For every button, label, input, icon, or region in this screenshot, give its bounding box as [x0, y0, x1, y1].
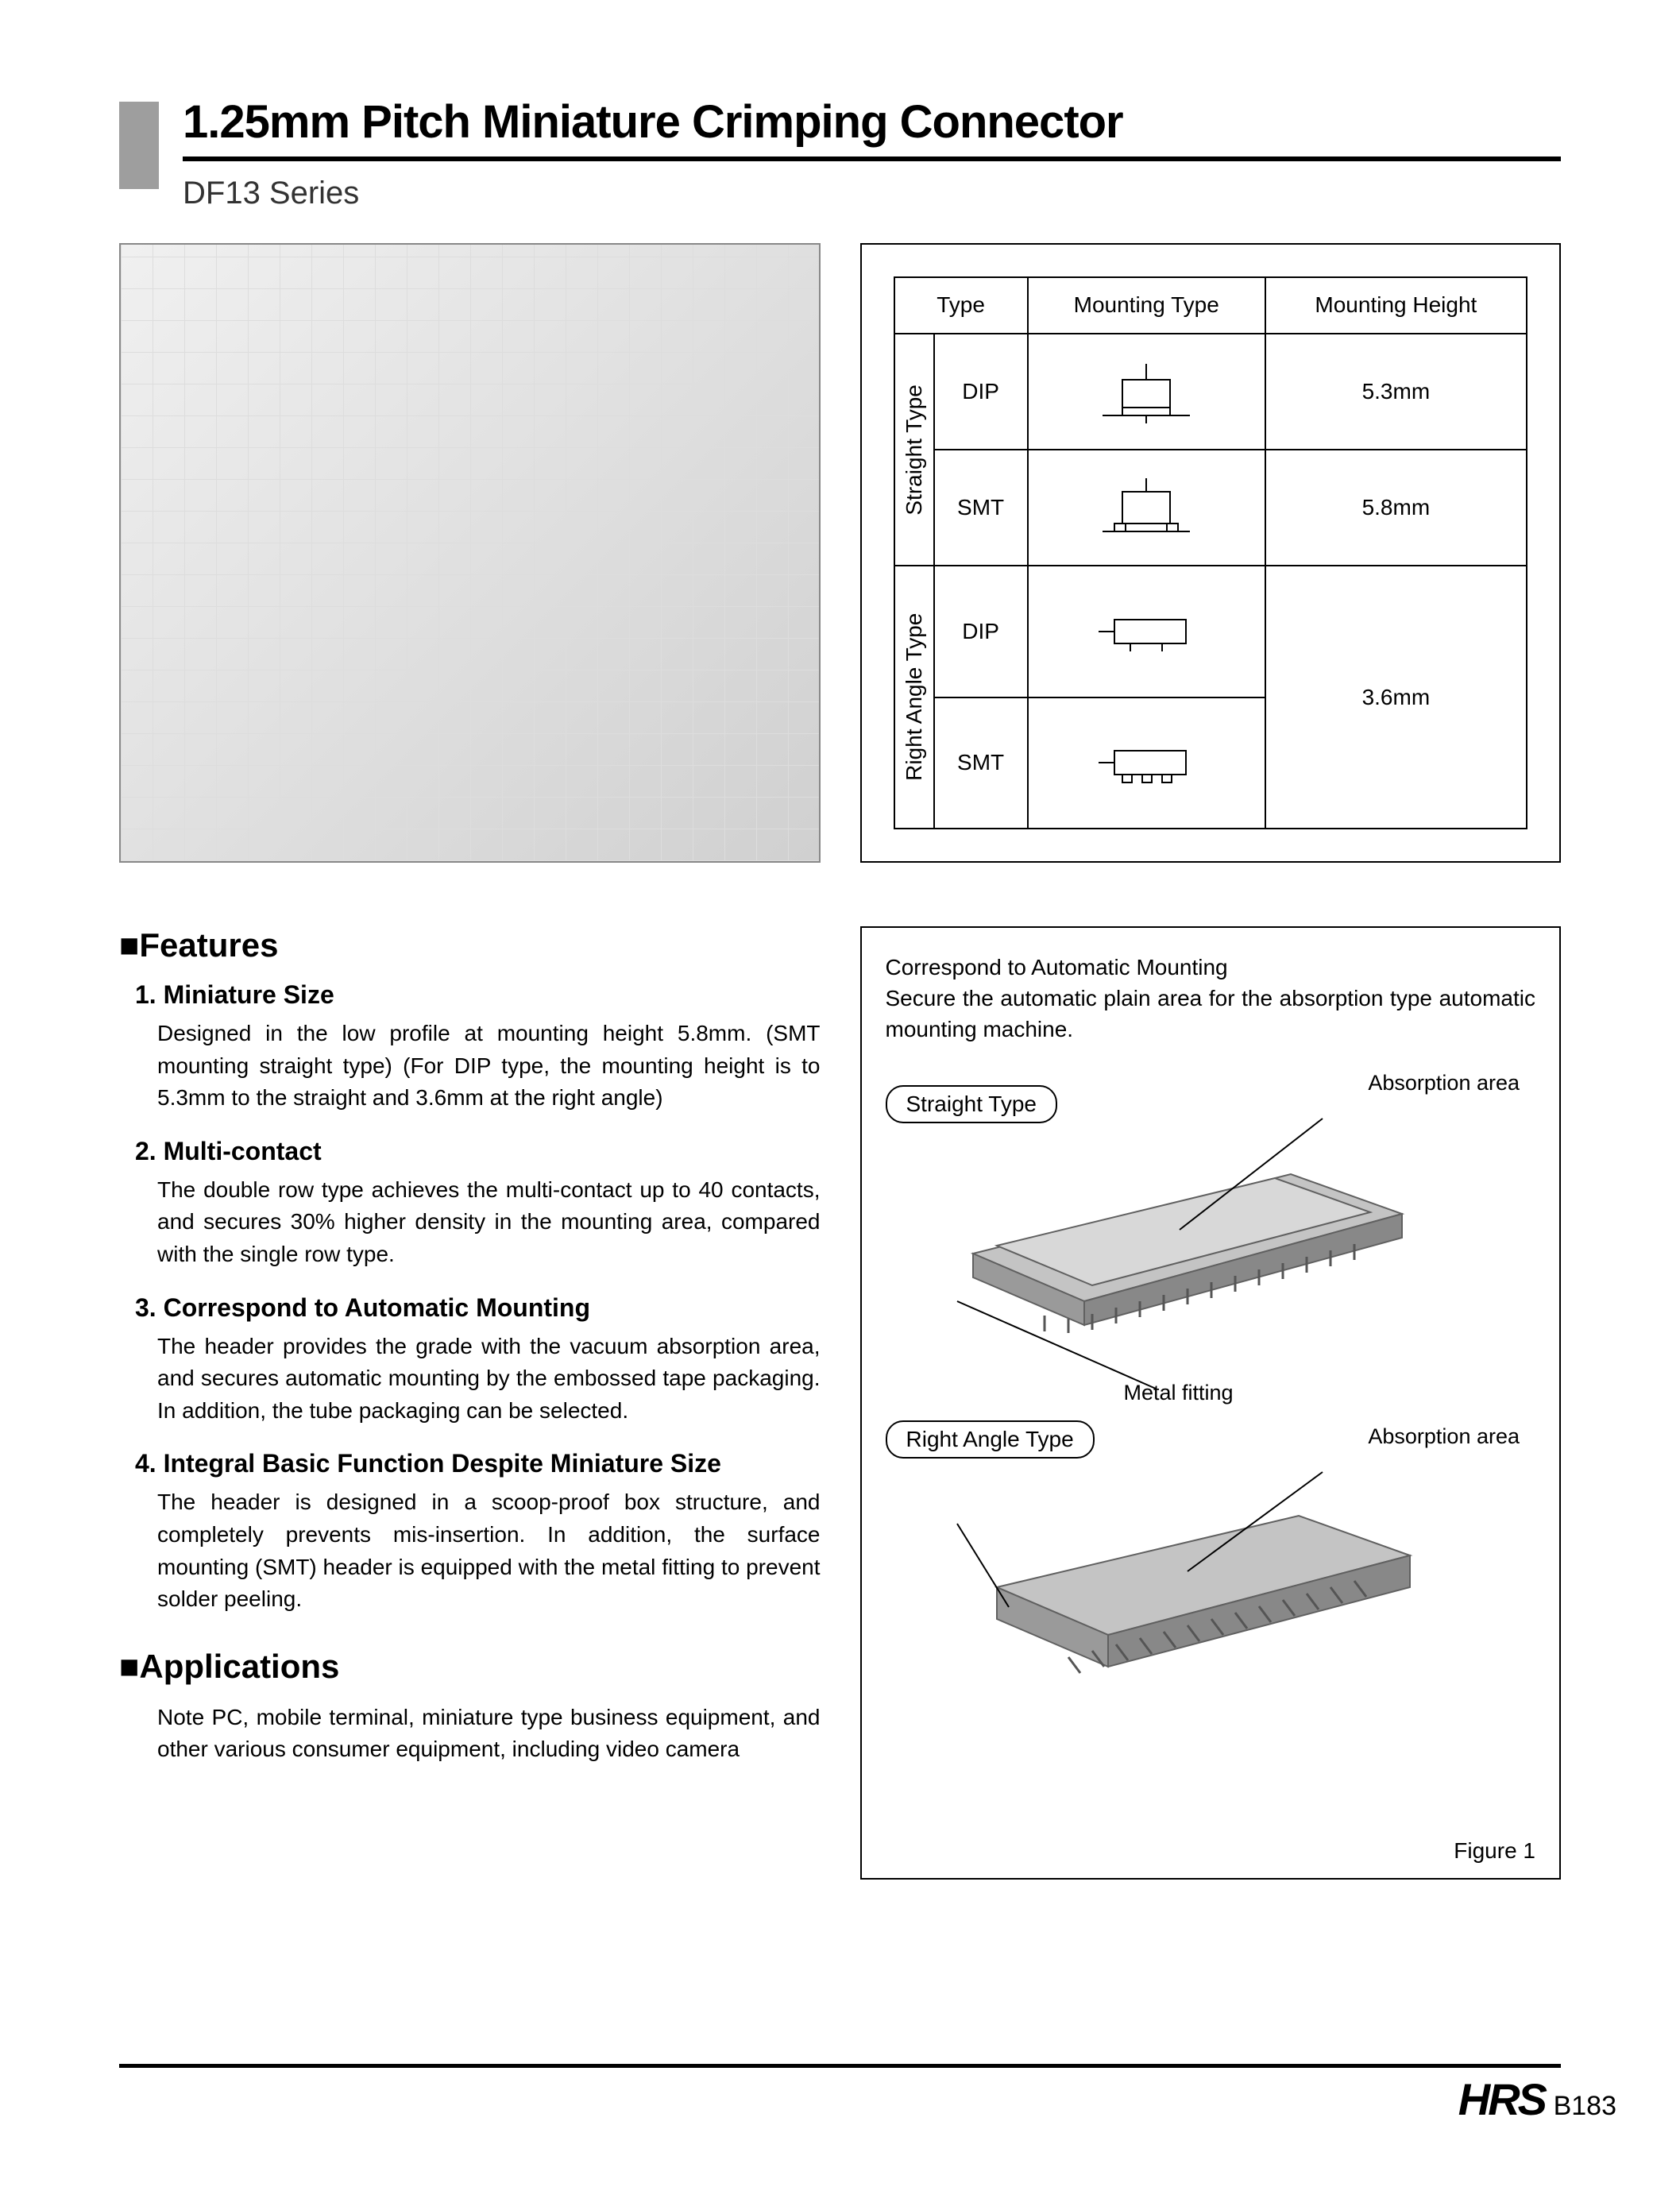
page-header: 1.25mm Pitch Miniature Crimping Connecto…	[119, 95, 1561, 211]
spec-cell-height: 3.6mm	[1265, 566, 1527, 829]
connector-right-angle-drawing	[941, 1468, 1434, 1690]
feature-body: The double row type achieves the multi-c…	[135, 1174, 821, 1271]
mounting-figure-box: Correspond to Automatic Mounting Secure …	[860, 926, 1562, 1880]
upper-row: Type Mounting Type Mounting Height Strai…	[119, 243, 1561, 863]
spec-cell-type: DIP	[934, 334, 1028, 450]
spec-diagram-ra-smt	[1028, 697, 1265, 829]
applications-heading: ■Applications	[119, 1648, 821, 1686]
callout-absorption-1: Absorption area	[1368, 1071, 1520, 1095]
spec-table-frame: Type Mounting Type Mounting Height Strai…	[860, 243, 1562, 863]
feature-body: The header is designed in a scoop-proof …	[135, 1486, 821, 1615]
spec-group-right-angle: Right Angle Type	[894, 566, 934, 829]
feature-title: Multi-contact	[164, 1137, 322, 1165]
feature-title: Correspond to Automatic Mounting	[164, 1293, 590, 1322]
footer-logo: HRS	[1458, 2073, 1545, 2125]
feature-item: 1. Miniature Size Designed in the low pr…	[119, 980, 821, 1115]
spec-diagram-straight-smt	[1028, 450, 1265, 566]
spec-diagram-ra-dip	[1028, 566, 1265, 697]
photo-placeholder	[121, 245, 819, 861]
page-title: 1.25mm Pitch Miniature Crimping Connecto…	[183, 95, 1561, 156]
spec-diagram-straight-dip	[1028, 334, 1265, 450]
feature-item: 3. Correspond to Automatic Mounting The …	[119, 1293, 821, 1428]
feature-title: Integral Basic Function Despite Miniatur…	[164, 1449, 721, 1478]
callout-leader-metal	[917, 1293, 1195, 1452]
footer-page-number: B183	[1554, 2091, 1616, 2122]
applications-body: Note PC, mobile terminal, miniature type…	[119, 1702, 821, 1766]
lower-row: ■Features 1. Miniature Size Designed in …	[119, 895, 1561, 1880]
feature-title: Miniature Size	[164, 980, 334, 1009]
spec-header-type: Type	[894, 277, 1028, 334]
callout-absorption-2: Absorption area	[1368, 1424, 1520, 1449]
spec-cell-type: DIP	[934, 566, 1028, 697]
spec-group-straight: Straight Type	[894, 334, 934, 566]
feature-num: 4.	[135, 1449, 156, 1478]
product-photo	[119, 243, 821, 863]
feature-item: 2. Multi-contact The double row type ach…	[119, 1137, 821, 1271]
footer-rule	[119, 2064, 1561, 2068]
figure-label: Figure 1	[1454, 1838, 1535, 1864]
mounting-head-1: Correspond to Automatic Mounting	[886, 952, 1536, 983]
title-rule	[183, 156, 1561, 161]
feature-body: Designed in the low profile at mounting …	[135, 1018, 821, 1115]
spec-cell-height: 5.8mm	[1265, 450, 1527, 566]
spec-header-mounting-height: Mounting Height	[1265, 277, 1527, 334]
spec-cell-type: SMT	[934, 450, 1028, 566]
header-tab	[119, 102, 159, 189]
feature-num: 2.	[135, 1137, 156, 1165]
mounting-head-2: Secure the automatic plain area for the …	[886, 983, 1536, 1045]
feature-body: The header provides the grade with the v…	[135, 1331, 821, 1428]
series-name: DF13 Series	[183, 176, 1561, 211]
feature-item: 4. Integral Basic Function Despite Minia…	[119, 1449, 821, 1615]
feature-num: 1.	[135, 980, 156, 1009]
feature-num: 3.	[135, 1293, 156, 1322]
features-heading: ■Features	[119, 926, 821, 964]
spec-cell-type: SMT	[934, 697, 1028, 829]
spec-table: Type Mounting Type Mounting Height Strai…	[894, 276, 1528, 829]
spec-cell-height: 5.3mm	[1265, 334, 1527, 450]
spec-header-mounting-type: Mounting Type	[1028, 277, 1265, 334]
